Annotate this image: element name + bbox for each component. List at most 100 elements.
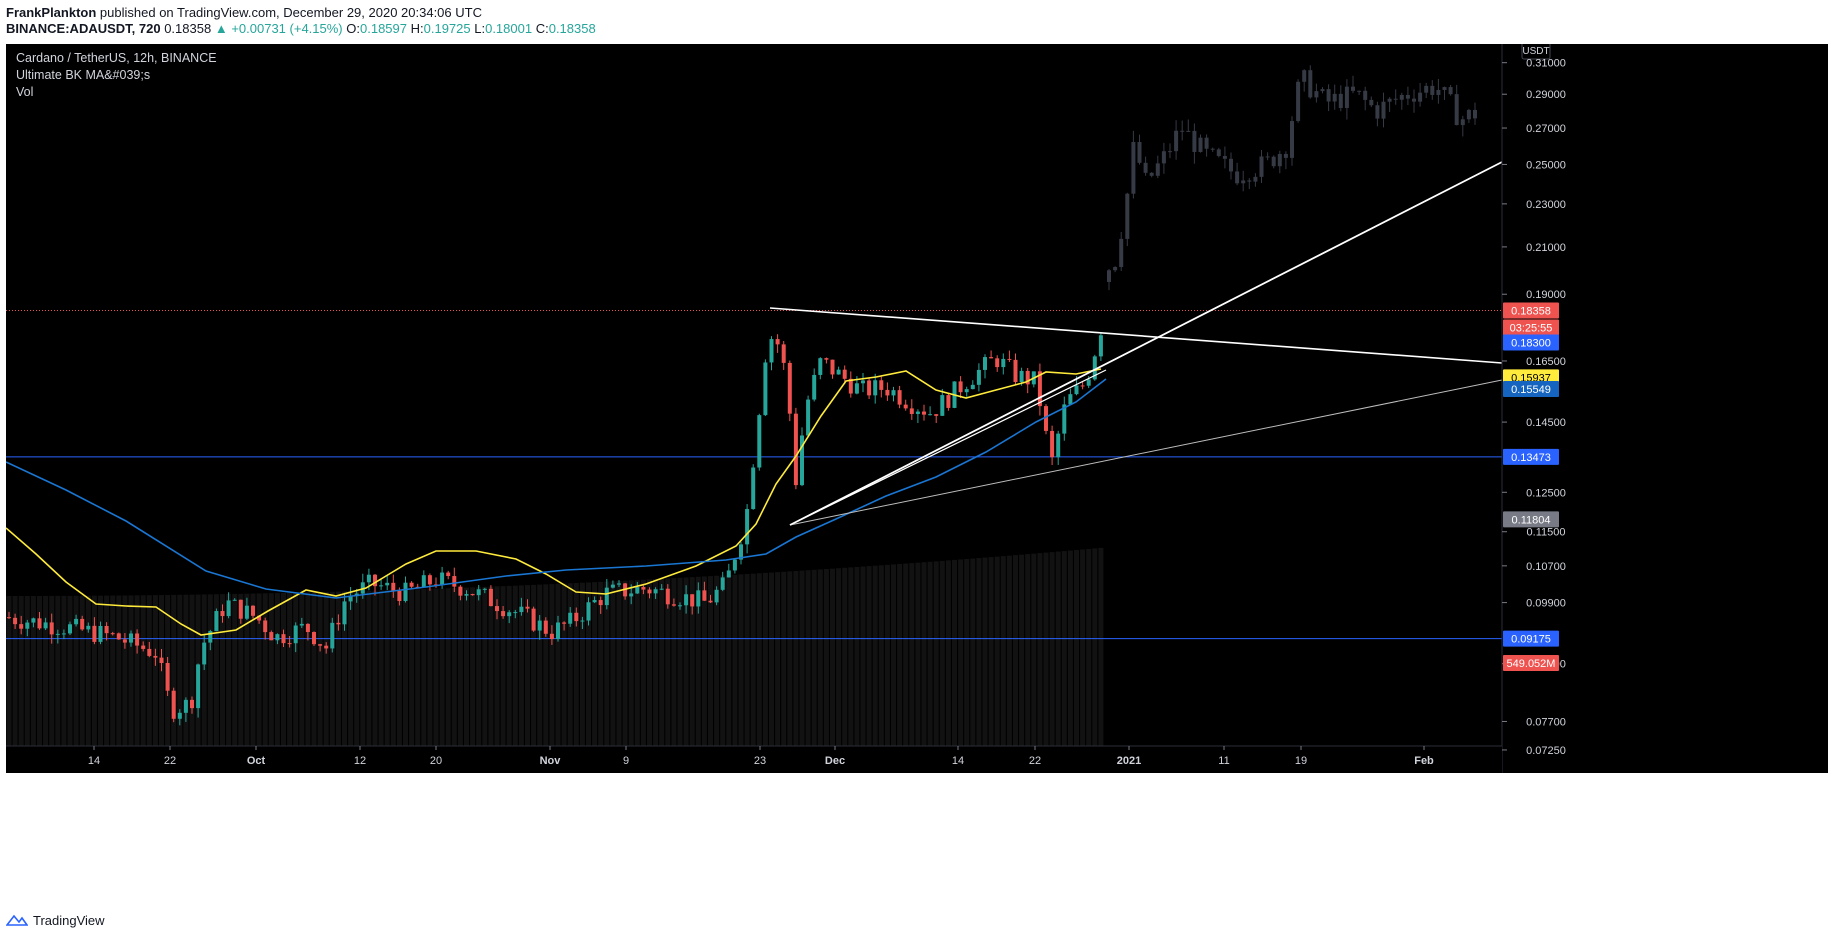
volume-ma-column [714,575,720,746]
volume-ma-cloud [6,547,1104,746]
lower-trendline [789,379,1503,526]
candle-body [806,399,811,436]
ghost-candle-body [1351,86,1355,91]
volume-ma-column [897,563,903,746]
volume-ma-column [244,593,250,746]
volume-ma-column [335,591,341,746]
candle-body [543,620,548,634]
candle-body [25,622,30,629]
candle-body [458,586,463,596]
volume-ma-column [396,589,402,746]
candle-body [80,618,85,630]
candle-body [104,625,109,634]
volume-ma-column [6,596,12,746]
candle-body [757,415,762,468]
volume-ma-column [561,583,567,746]
ghost-candle-body [1430,85,1435,95]
volume-ma-column [128,595,134,746]
footer-brand[interactable]: TradingView [33,913,105,928]
ghost-candle-body [1326,89,1331,102]
legend-volume[interactable]: Vol [16,85,34,99]
volume-ma-column [378,590,384,746]
candle-body [74,618,79,625]
volume-ma-column [470,587,476,746]
volume-ma-column [488,586,494,746]
candle-body [13,617,18,625]
candle-body [135,633,140,646]
candle-body [165,662,170,691]
published-text: published on TradingView.com, December 2… [99,5,482,20]
candle-body [647,589,652,594]
candle-body [226,600,231,617]
candle-body [482,588,487,590]
volume-ma-column [85,595,91,746]
ghost-candle-body [1168,151,1172,153]
ghost-candle-body [1412,98,1416,102]
volume-ma-column [354,591,360,746]
volume-ma-column [403,589,408,746]
volume-ma-column [281,592,286,746]
volume-ma-column [653,579,659,746]
candle-body [964,389,969,393]
ghost-candle-body [1259,156,1264,177]
volume-ma-column [1074,550,1079,746]
chart-panel[interactable]: USDT 0.31000 0.29000 0.27000 0.25000 0.23000… [5,40,1828,904]
volume-ma-column [482,586,488,746]
candle-body [366,574,371,583]
ghost-candle-body [1375,105,1380,119]
volume-ma-column [677,577,683,746]
candle-body [934,414,939,416]
ghost-candle-body [1332,93,1337,102]
candle-body [68,624,72,634]
volume-ma-column [848,567,854,746]
candle-body [403,582,408,602]
candle-body [854,383,859,394]
price-tick-label: 0.07700 [1526,716,1566,728]
legend-title[interactable]: Cardano / TetherUS, 12h, BINANCE [16,51,217,65]
volume-ma-column [976,558,982,746]
candle-body [732,559,737,571]
volume-ma-column [1019,554,1025,746]
candle-body [909,408,914,414]
volume-ma-column [348,591,354,746]
candle-body [867,380,872,396]
author-name[interactable]: FrankPlankton [6,5,97,20]
legend-indicator[interactable]: Ultimate BK MA&#039;s [16,68,151,82]
volume-ma-column [274,593,280,746]
candle-body [257,615,262,621]
volume-ma-column [1043,552,1049,746]
ghost-candle-body [1399,94,1404,100]
candle-body [440,572,445,586]
candle-body [324,645,329,649]
volume-ma-column [67,595,73,746]
price-tick-label: 0.14500 [1526,417,1566,429]
volume-ma-column [921,562,927,746]
candle-body [1068,394,1073,405]
ghost-candle-body [1241,180,1246,184]
high-label: H: [410,21,424,36]
candle-body [196,664,201,709]
candle-body [281,634,286,644]
volume-ma-column [372,590,378,746]
candle-body [610,584,615,588]
candle-body [507,612,512,617]
candle-body [513,612,518,614]
volume-ma-column [311,592,317,746]
volume-ma-column [708,576,713,746]
candle-body [531,608,536,631]
volume-ma-column [329,591,335,746]
tradingview-logo-icon[interactable] [6,913,28,927]
volume-ma-column [793,570,799,746]
volume-ma-column [1092,548,1098,746]
candle-body [1007,358,1012,360]
candle-body [360,582,365,594]
ghost-candle-body [1314,91,1319,98]
candle-body [665,588,670,605]
price-chart[interactable]: USDT 0.31000 0.29000 0.27000 0.25000 0.23000… [5,40,1828,904]
candle-body [409,582,414,587]
resistance-trendline [769,307,1503,364]
ghost-candle-body [1473,109,1477,119]
volume-ma-column [1025,554,1031,746]
volume-ma-column [543,584,549,746]
candle-body [1019,370,1024,383]
